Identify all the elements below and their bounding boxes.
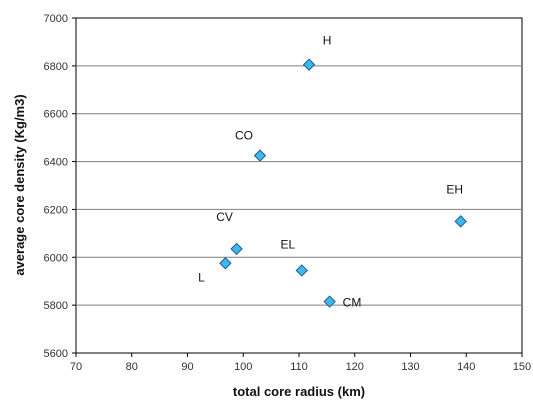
y-axis-ticks: 5600 5800 6000 6200 6400 6600 6800 7000 xyxy=(44,13,76,360)
x-tick-label: 110 xyxy=(290,361,308,373)
y-tick-label: 6000 xyxy=(44,252,68,264)
data-point-cv xyxy=(230,242,243,256)
data-point-l xyxy=(219,257,232,270)
point-label-co: CO xyxy=(235,129,253,143)
y-axis-title: average core density (Kg/m3) xyxy=(12,94,27,275)
y-tick-label: 5800 xyxy=(44,300,68,312)
point-label-h: H xyxy=(323,34,332,48)
y-tick-label: 7000 xyxy=(44,13,68,25)
x-tick-label: 100 xyxy=(234,361,252,373)
point-label-el: EL xyxy=(280,237,295,251)
x-tick-label: 90 xyxy=(181,361,193,373)
y-tick-label: 6200 xyxy=(44,204,68,216)
x-tick-label: 150 xyxy=(513,361,531,373)
point-labels: H CO EH CV L EL CM xyxy=(198,34,463,310)
point-label-l: L xyxy=(198,270,205,284)
x-axis-title: total core radius (km) xyxy=(233,384,365,399)
point-label-cm: CM xyxy=(343,296,362,310)
x-tick-label: 80 xyxy=(126,361,138,373)
data-point-eh xyxy=(454,215,467,228)
y-tick-label: 6600 xyxy=(44,109,68,121)
data-point-h xyxy=(302,58,316,71)
x-tick-label: 140 xyxy=(457,361,475,373)
point-label-cv: CV xyxy=(216,210,233,224)
y-tick-label: 5600 xyxy=(44,348,68,360)
data-point-cm xyxy=(323,295,336,308)
gridlines xyxy=(76,65,522,306)
y-tick-label: 6800 xyxy=(44,61,68,73)
x-axis-ticks: 70 80 90 100 110 120 130 140 150 xyxy=(70,353,531,373)
data-point-el xyxy=(295,264,308,277)
x-tick-label: 130 xyxy=(401,361,419,373)
point-label-eh: EH xyxy=(446,182,463,196)
y-tick-label: 6400 xyxy=(44,157,68,169)
x-tick-label: 120 xyxy=(346,361,364,373)
x-tick-label: 70 xyxy=(70,361,82,373)
data-point-co xyxy=(253,149,267,162)
data-points xyxy=(219,58,467,308)
